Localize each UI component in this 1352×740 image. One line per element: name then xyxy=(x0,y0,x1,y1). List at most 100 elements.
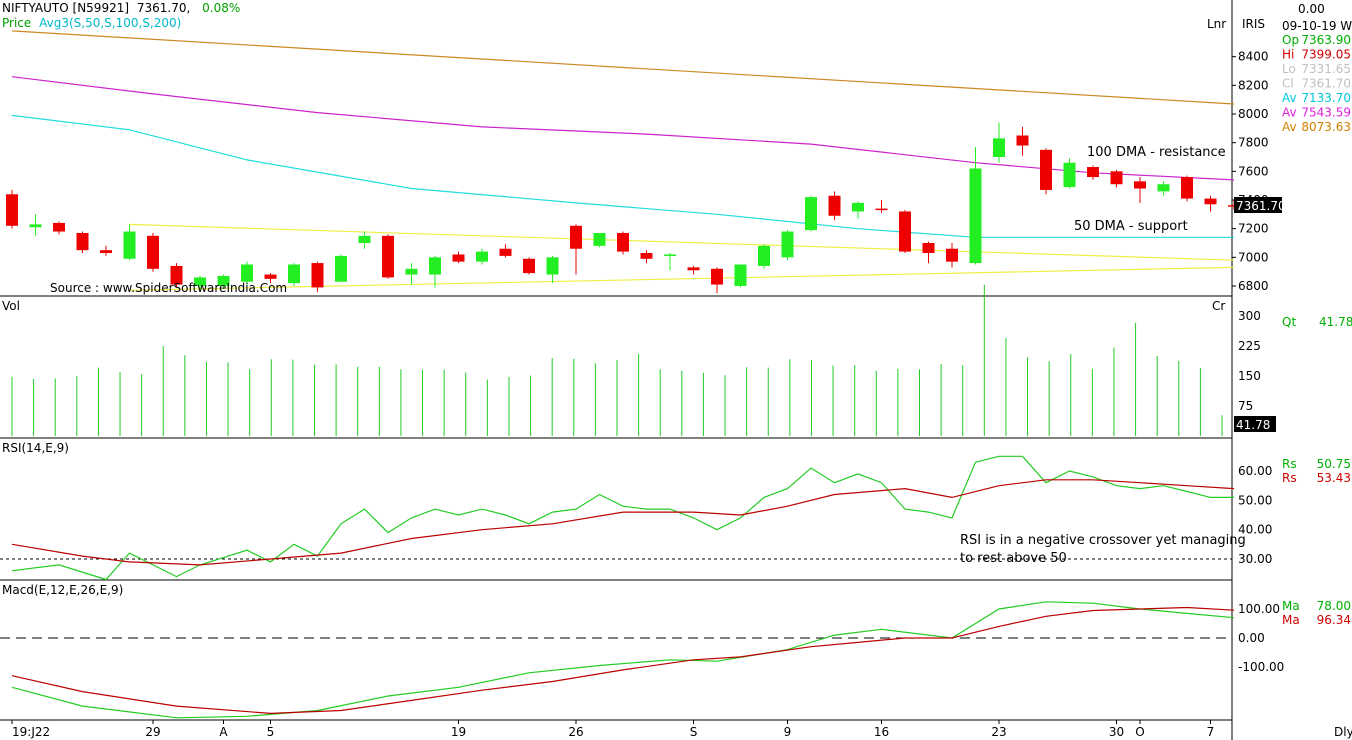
candle-body xyxy=(123,231,136,259)
resistance-note: 100 DMA - resistance xyxy=(1087,145,1226,160)
rsi-info-row-value: 53.43 xyxy=(1317,471,1351,485)
info-row-value: 7363.90 xyxy=(1301,33,1351,47)
price-tick-label: 7000 xyxy=(1238,250,1269,264)
rsi-tick-label: 30.00 xyxy=(1238,552,1272,566)
candle-body xyxy=(781,231,794,258)
date-tick-label: A xyxy=(219,725,228,739)
rsi-info-row-label: Rs xyxy=(1282,457,1297,471)
date-tick-label: 19:J22 xyxy=(12,725,50,739)
candle-body xyxy=(687,267,700,271)
macd-info-row-label: Ma xyxy=(1282,599,1300,613)
rsi-tick-label: 50.00 xyxy=(1238,493,1272,507)
volume-tick-label: 150 xyxy=(1238,369,1261,383)
price-avg-legend: Price Avg3(S,50,S,100,S,200) xyxy=(2,16,181,30)
date-tick-label: 19 xyxy=(451,725,466,739)
candle-body xyxy=(382,235,394,278)
price-tick-label: 6800 xyxy=(1238,279,1269,293)
candle-body xyxy=(1204,198,1217,205)
rsi-info-row-value: 50.75 xyxy=(1317,457,1351,471)
candle-body xyxy=(194,277,206,286)
candle-body xyxy=(805,197,817,231)
info-row-value: 7399.05 xyxy=(1301,48,1351,62)
info-row-label: Lo xyxy=(1282,62,1296,76)
info-panel: Op 7363.90 Hi 7399.05 Lo 7331.65 Cl 7361.70 Av 71… xyxy=(1282,33,1351,627)
candle-body xyxy=(664,254,676,256)
macd-tick-label: 0.00 xyxy=(1238,631,1265,645)
candle-body xyxy=(1134,181,1146,189)
macd-pane-label: Macd(E,12,E,26,E,9) xyxy=(2,583,123,597)
candle-body xyxy=(170,265,183,285)
rsi-note-line1: RSI is in a negative crossover yet manag… xyxy=(960,533,1246,548)
info-row-value: 7543.59 xyxy=(1301,106,1351,120)
candle-body xyxy=(828,195,841,216)
qt-value: 41.78 xyxy=(1319,315,1352,329)
info-row-value: 7331.65 xyxy=(1301,62,1351,76)
candle-body xyxy=(476,251,488,262)
last-volume-box-text: 41.78 xyxy=(1236,418,1270,432)
candle-body xyxy=(546,257,559,275)
info-row-label: Av xyxy=(1282,91,1297,105)
candle-body xyxy=(241,264,253,282)
price-pane: 680070007200740076007800800082008400 xyxy=(6,30,1269,294)
price-tick-label: 7200 xyxy=(1238,222,1269,236)
vol-pane-label: Vol xyxy=(2,299,20,313)
date-tick-label: 7 xyxy=(1207,725,1215,739)
info-row-label: Hi xyxy=(1282,48,1294,62)
ma50-line xyxy=(11,114,1234,238)
candle-body xyxy=(617,232,629,252)
candle-body xyxy=(499,248,512,256)
candle-body xyxy=(1063,162,1076,188)
last-price: 7361.70, xyxy=(137,1,190,15)
candle-body xyxy=(6,194,18,226)
date-tick-label: 30 xyxy=(1109,725,1124,739)
macd-info-row-value: 96.34 xyxy=(1317,613,1351,627)
candle-body xyxy=(288,264,300,284)
candle-body xyxy=(1087,167,1099,178)
symbol-name: NIFTYAUTO [N59921] xyxy=(2,1,129,15)
candle-body xyxy=(993,138,1005,157)
period-label[interactable]: Dly xyxy=(1334,725,1352,739)
rsi-info-row-label: Rs xyxy=(1282,471,1297,485)
volume-pane: 75 150 225 300 xyxy=(11,284,1261,436)
date-tick-label: 5 xyxy=(267,725,275,739)
candle-body xyxy=(1157,184,1170,192)
info-date: 09-10-19 We xyxy=(1282,19,1352,33)
candle-body xyxy=(452,254,465,262)
candle-body xyxy=(875,208,888,211)
macd-tick-label: -100.00 xyxy=(1238,660,1284,674)
info-row-value: 7361.70 xyxy=(1301,77,1351,91)
candle-body xyxy=(1040,149,1052,190)
rsi-line xyxy=(11,455,1234,581)
candle-body xyxy=(335,255,347,282)
candle-body xyxy=(429,257,441,275)
candle-body xyxy=(217,275,230,286)
rsi-pane: 30.00 40.00 50.00 60.00 xyxy=(0,455,1272,581)
channel-upper-line xyxy=(129,223,1235,261)
scale-mode[interactable]: Lnr xyxy=(1207,17,1226,31)
price-tick-label: 8200 xyxy=(1238,78,1269,92)
rsi-tick-label: 40.00 xyxy=(1238,523,1272,537)
rsi-tick-label: 60.00 xyxy=(1238,464,1272,478)
candle-body xyxy=(523,258,535,274)
date-tick-label: 9 xyxy=(784,725,792,739)
iris-label: IRIS xyxy=(1242,17,1265,31)
qt-label: Qt xyxy=(1282,315,1296,329)
macd-pane: -100.00 0.00 100.00 xyxy=(0,601,1284,719)
ma100-line xyxy=(11,76,1235,181)
candle-body xyxy=(76,232,89,251)
last-price-box-text: 7361.70 xyxy=(1236,199,1286,213)
price-tick-label: 7800 xyxy=(1238,136,1269,150)
price-tick-label: 8000 xyxy=(1238,107,1269,121)
candle-body xyxy=(899,211,911,252)
info-top-value: 0.00 xyxy=(1298,2,1325,16)
price-label: Price xyxy=(2,16,31,30)
candle-body xyxy=(734,264,747,286)
price-tick-label: 7600 xyxy=(1238,164,1269,178)
price-tick-label: 8400 xyxy=(1238,50,1269,64)
info-row-label: Av xyxy=(1282,120,1297,134)
date-tick-label: 29 xyxy=(145,725,160,739)
change-percent: 0.08% xyxy=(202,1,240,15)
candle-body xyxy=(1181,177,1193,199)
date-tick-label: 16 xyxy=(874,725,889,739)
